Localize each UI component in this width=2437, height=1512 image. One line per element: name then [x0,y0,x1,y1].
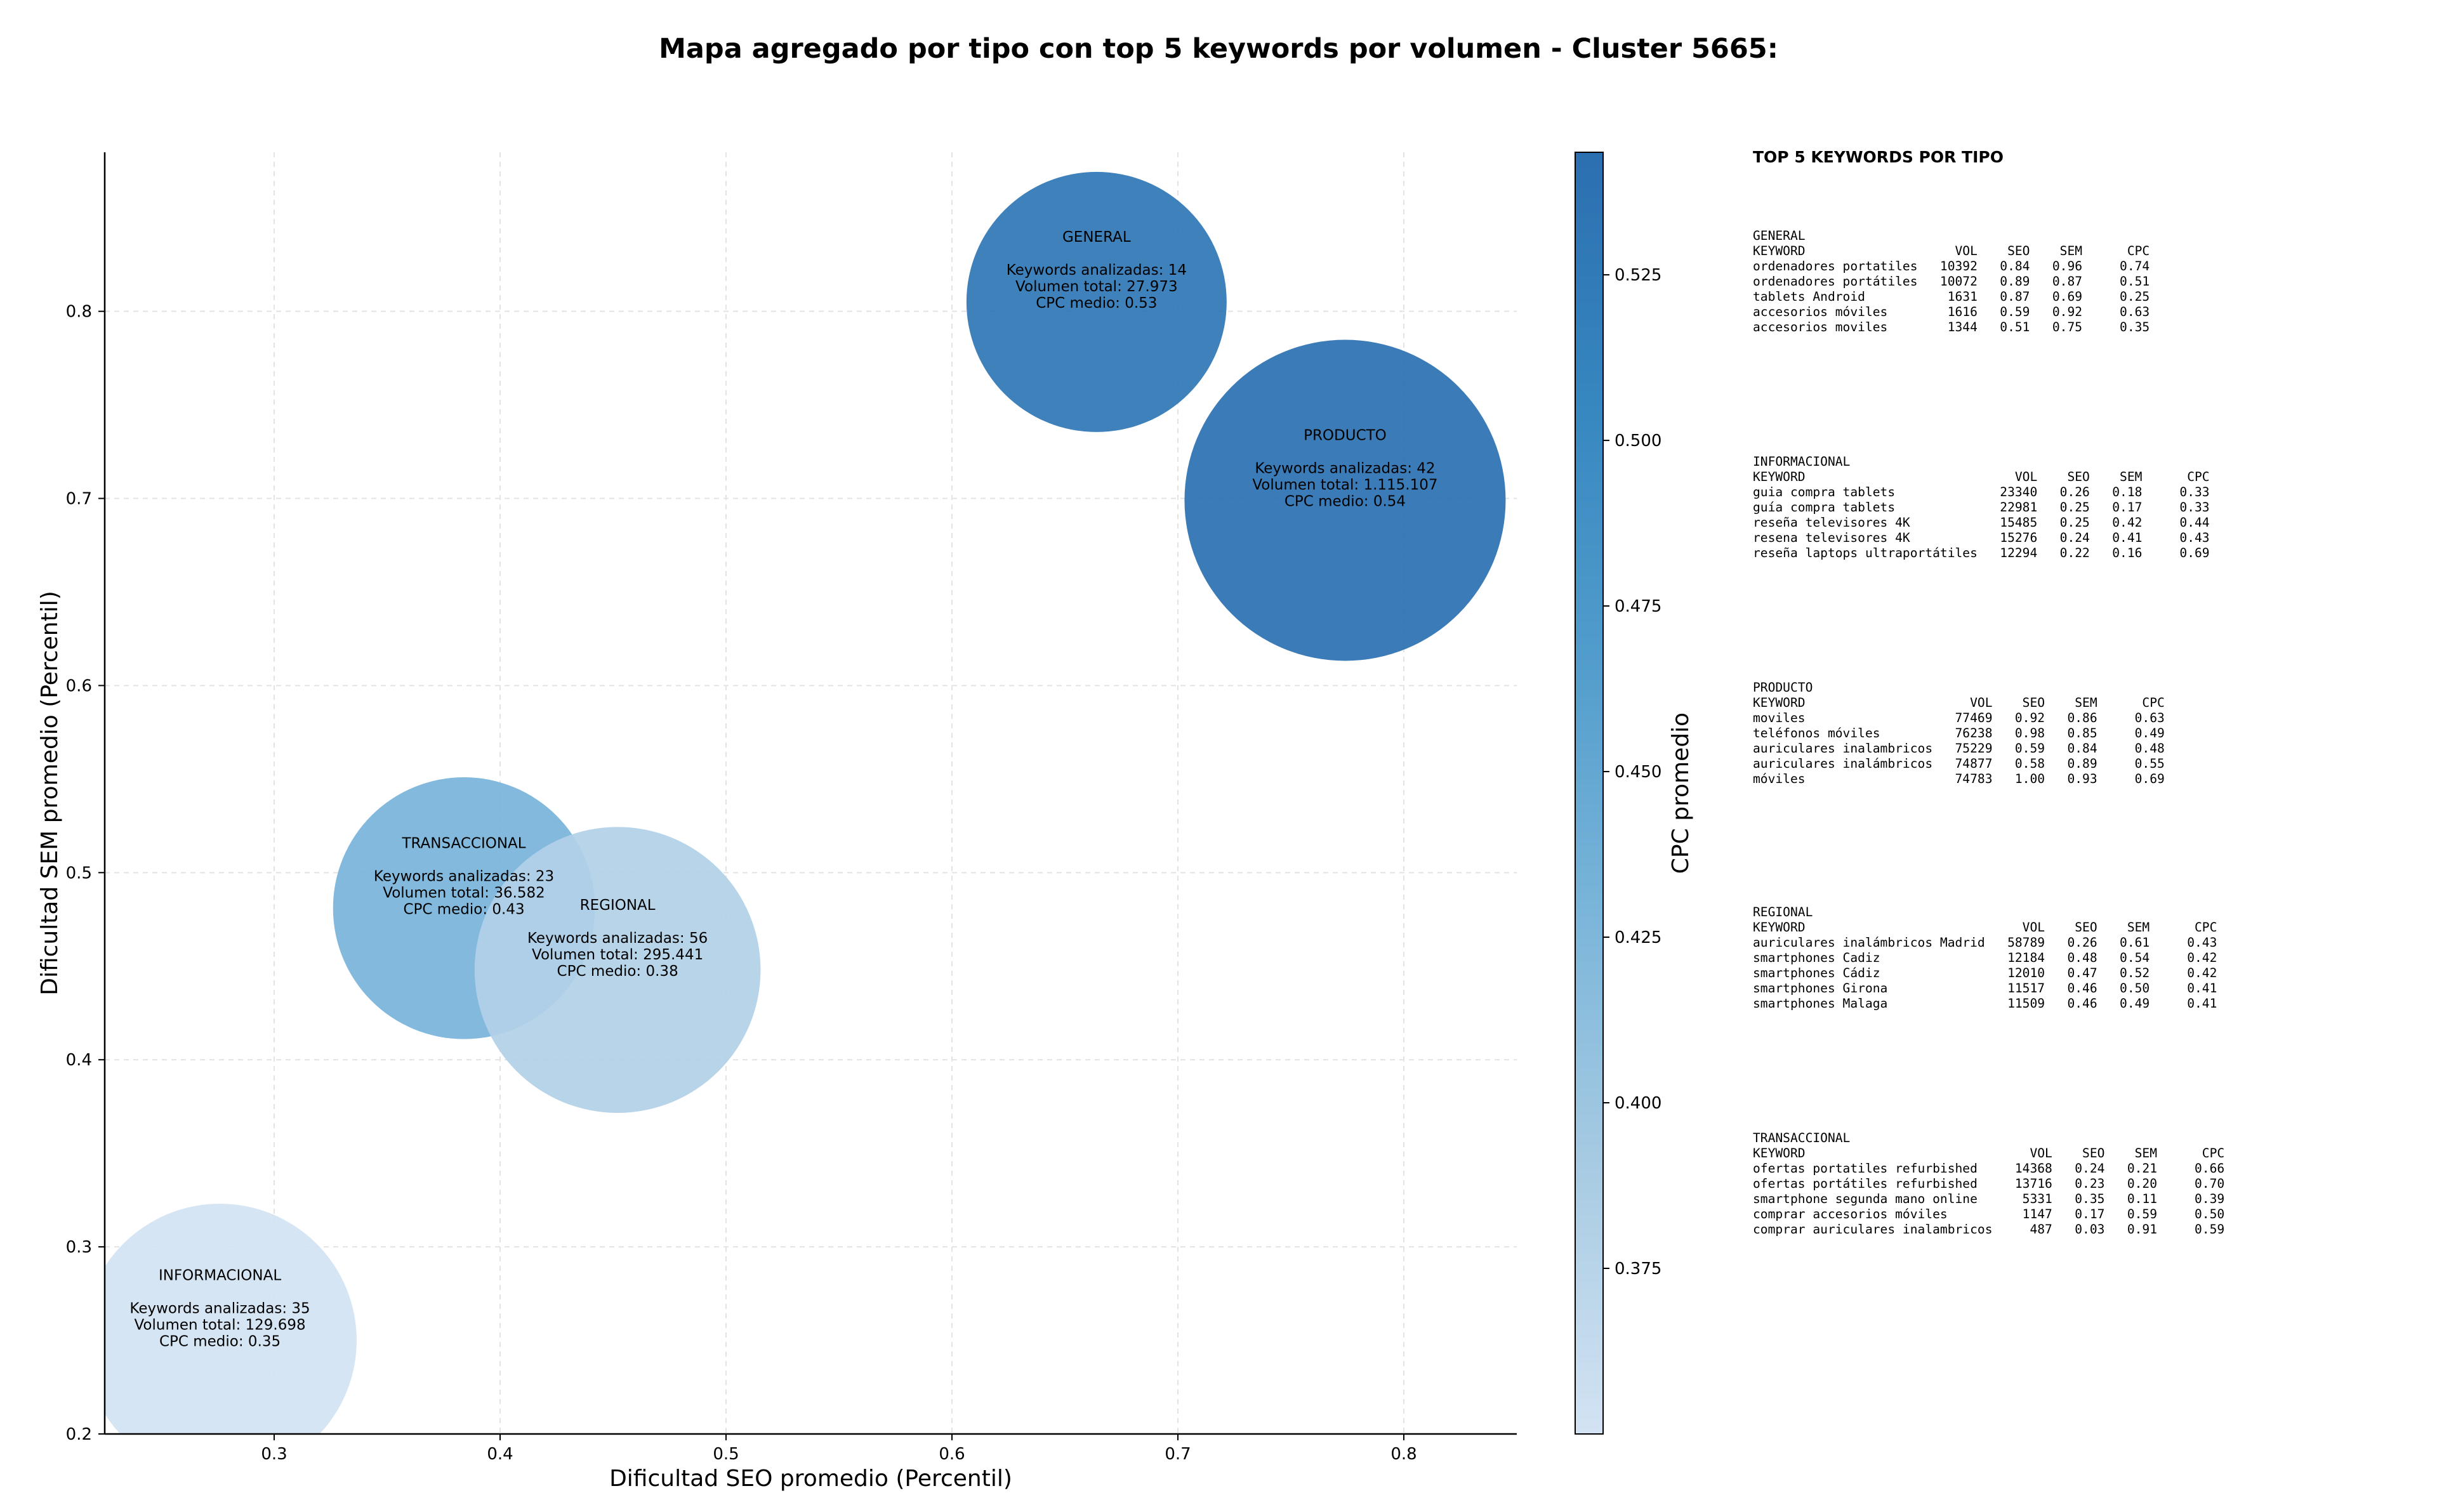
keyword-row: ofertas portátiles refurbished 13716 0.2… [1753,1176,2225,1191]
keyword-row: comprar accesorios móviles 1147 0.17 0.5… [1753,1207,2225,1221]
x-tick-label: 0.7 [1165,1445,1191,1464]
bubble-label-informacional: Keywords analizadas: 35 [129,1301,310,1317]
keyword-row: teléfonos móviles 76238 0.98 0.85 0.49 [1753,726,2165,740]
keywords-panel: TOP 5 KEYWORDS POR TIPO GENERAL KEYWORD V… [1753,148,2426,1237]
keyword-table-header: KEYWORD VOL SEO SEM CPC [1753,920,2217,935]
keyword-row: smartphones Girona 11517 0.46 0.50 0.41 [1753,981,2217,996]
bubble-label-producto: Volumen total: 1.115.107 [1252,477,1437,494]
keyword-block-informacional: INFORMACIONAL KEYWORD VOL SEO SEM CPC guia… [1753,454,2210,561]
bubble-producto [1184,339,1506,661]
x-axis-label: Dificultad SEO promedio (Percentil) [609,1466,1012,1492]
bubble-label-general: Volumen total: 27.973 [1015,279,1178,295]
colorbar-tick-label: 0.425 [1615,928,1661,947]
colorbar [1575,152,1604,1435]
keyword-table-header: KEYWORD VOL SEO SEM CPC [1753,244,2150,258]
bubble-label-transaccional: CPC medio: 0.43 [403,901,524,917]
keyword-block-title: PRODUCTO [1753,680,1813,695]
bubble-informacional [105,1204,357,1434]
y-tick-label: 0.2 [66,1425,92,1444]
keyword-row: comprar auriculares inalambricos 487 0.0… [1753,1222,2225,1237]
keyword-table-header: KEYWORD VOL SEO SEM CPC [1753,1146,2225,1160]
y-tick-label: 0.7 [66,490,92,509]
y-tick-label: 0.5 [66,864,92,883]
keyword-row: auriculares inalámbricos Madrid 58789 0.… [1753,935,2217,950]
keyword-row: móviles 74783 1.00 0.93 0.69 [1753,772,2165,786]
x-tick-label: 0.5 [713,1445,739,1464]
bubble-label-producto: Keywords analizadas: 42 [1255,461,1435,477]
colorbar-tick-label: 0.375 [1615,1259,1661,1279]
keyword-row: auriculares inalámbricos 74877 0.58 0.89… [1753,756,2165,771]
keyword-table-header: KEYWORD VOL SEO SEM CPC [1753,470,2210,484]
bubble-layer [105,171,1506,1434]
bubble-label-transaccional: TRANSACCIONAL [401,835,525,851]
keyword-row: guia compra tablets 23340 0.26 0.18 0.33 [1753,485,2210,499]
bubble-label-general: GENERAL [1062,229,1131,246]
keyword-row: accesorios moviles 1344 0.51 0.75 0.35 [1753,320,2150,334]
keyword-row: tablets Android 1631 0.87 0.69 0.25 [1753,289,2150,304]
keyword-row: smartphones Cádiz 12010 0.47 0.52 0.42 [1753,966,2217,980]
x-tick-label: 0.8 [1390,1445,1417,1464]
bubble-label-general: Keywords analizadas: 14 [1007,262,1187,279]
keyword-row: auriculares inalambricos 75229 0.59 0.84… [1753,741,2165,756]
bubble-label-producto: CPC medio: 0.54 [1285,494,1406,510]
bubble-label-informacional: Volumen total: 129.698 [134,1317,305,1334]
colorbar-tick-label: 0.500 [1615,431,1661,450]
bubble-general [966,171,1227,432]
bubble-label-regional: Volumen total: 295.441 [532,947,703,963]
colorbar-tick-label: 0.450 [1615,763,1661,782]
y-axis-label: Dificultad SEM promedio (Percentil) [37,591,63,996]
keyword-table-header: KEYWORD VOL SEO SEM CPC [1753,695,2165,710]
bubble-label-regional: CPC medio: 0.38 [557,963,678,980]
bubble-label-regional: Keywords analizadas: 56 [527,930,708,947]
keyword-row: accesorios móviles 1616 0.59 0.92 0.63 [1753,305,2150,319]
colorbar-label: CPC promedio [1668,713,1694,874]
keyword-block-title: GENERAL [1753,228,1806,243]
keyword-row: guía compra tablets 22981 0.25 0.17 0.33 [1753,500,2210,515]
x-tick-label: 0.3 [261,1445,287,1464]
y-tick-label: 0.6 [66,676,92,695]
bubble-label-general: CPC medio: 0.53 [1036,295,1157,312]
bubble-label-producto: PRODUCTO [1304,428,1387,444]
keyword-row: ordenadores portatiles 10392 0.84 0.96 0… [1753,259,2150,273]
keyword-row: reseña laptops ultraportátiles 12294 0.2… [1753,546,2210,560]
colorbar-tick-label: 0.525 [1615,266,1661,285]
keyword-row: smartphones Cadiz 12184 0.48 0.54 0.42 [1753,950,2217,965]
y-tick-label: 0.3 [66,1238,92,1257]
x-tick-label: 0.4 [487,1445,513,1464]
keyword-row: smartphones Malaga 11509 0.46 0.49 0.41 [1753,996,2217,1011]
keyword-block-transaccional: TRANSACCIONAL KEYWORD VOL SEO SEM CPC ofer… [1753,1131,2224,1237]
keyword-block-regional: REGIONAL KEYWORD VOL SEO SEM CPC auricular… [1753,905,2217,1011]
bubble-label-transaccional: Keywords analizadas: 23 [374,868,554,884]
keyword-block-title: REGIONAL [1753,905,1813,919]
keyword-block-producto: PRODUCTO KEYWORD VOL SEO SEM CPC moviles 7… [1753,680,2165,787]
keyword-row: reseña televisores 4K 15485 0.25 0.42 0.… [1753,515,2210,530]
keyword-row: resena televisores 4K 15276 0.24 0.41 0.… [1753,530,2210,545]
bubble-label-informacional: CPC medio: 0.35 [159,1334,281,1350]
bubble-label-informacional: INFORMACIONAL [159,1268,281,1284]
keyword-block-general: GENERAL KEYWORD VOL SEO SEM CPC ordenadore… [1753,228,2150,335]
keyword-block-title: INFORMACIONAL [1753,454,1851,469]
keyword-row: moviles 77469 0.92 0.86 0.63 [1753,711,2165,725]
panel-title: TOP 5 KEYWORDS POR TIPO [1753,148,2004,166]
keyword-row: ordenadores portátiles 10072 0.89 0.87 0… [1753,274,2150,289]
bubble-label-transaccional: Volumen total: 36.582 [383,884,545,901]
colorbar-tick-label: 0.475 [1615,597,1661,616]
y-tick-label: 0.8 [66,303,92,322]
keyword-row: smartphone segunda mano online 5331 0.35… [1753,1192,2225,1206]
chart-title: Mapa agregado por tipo con top 5 keyword… [659,33,1778,65]
keyword-row: ofertas portatiles refurbished 14368 0.2… [1753,1161,2225,1176]
x-tick-label: 0.6 [939,1445,965,1464]
colorbar-tick-label: 0.400 [1615,1094,1661,1113]
bubble-regional [474,827,761,1113]
bubble-label-regional: REGIONAL [580,897,656,914]
keyword-block-title: TRANSACCIONAL [1753,1131,1851,1145]
y-tick-label: 0.4 [66,1051,92,1070]
